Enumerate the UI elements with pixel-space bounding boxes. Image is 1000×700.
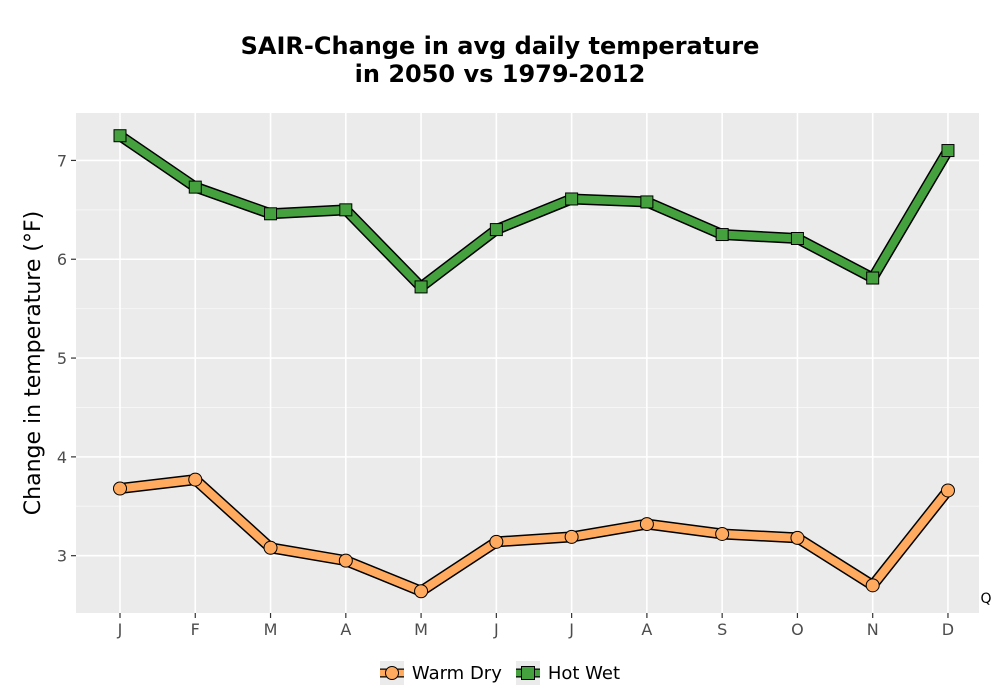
y-tick-label: 4 [57, 448, 67, 467]
x-tick-label: A [340, 620, 351, 639]
data-point-warm-dry [865, 578, 880, 593]
data-point-hot-wet [790, 231, 804, 245]
data-point-warm-dry [940, 483, 955, 498]
x-tick-label: S [717, 620, 727, 639]
series-line-hot-wet [116, 131, 952, 291]
y-tick-label: 7 [57, 151, 67, 170]
y-tick-label: 3 [57, 547, 67, 566]
data-point-hot-wet [715, 228, 729, 242]
y-tick-label: 5 [57, 349, 67, 368]
data-point-warm-dry [489, 534, 504, 549]
y-axis-title: Change in temperature (°F) [21, 211, 46, 515]
chart-title-line-2: in 2050 vs 1979-2012 [354, 60, 646, 88]
series-line-warm-dry [116, 475, 952, 596]
data-point-warm-dry [639, 517, 654, 532]
data-point-warm-dry [113, 481, 127, 496]
legend: Warm Dry Hot Wet [0, 660, 1000, 686]
legend-key-hot-wet [515, 661, 540, 685]
square-marker-icon [515, 666, 540, 680]
data-point-hot-wet [640, 195, 654, 209]
series-hot-wet [113, 129, 955, 294]
legend-label-hot-wet: Hot Wet [547, 662, 621, 684]
data-point-warm-dry [338, 553, 353, 568]
legend-label-warm-dry: Warm Dry [411, 662, 502, 684]
data-point-hot-wet [188, 180, 202, 194]
legend-entry-hot-wet: Hot Wet [515, 661, 621, 685]
data-point-warm-dry [188, 472, 203, 487]
data-point-warm-dry [790, 530, 805, 545]
x-tick-label: A [641, 620, 652, 639]
data-point-warm-dry [564, 529, 579, 544]
x-tick-label: F [191, 620, 200, 639]
x-tick-label: J [117, 620, 123, 639]
x-tick-label: M [414, 620, 428, 639]
data-point-hot-wet [489, 223, 503, 237]
data-point-hot-wet [339, 203, 353, 217]
y-tick-label: 6 [57, 250, 67, 269]
x-tick-label: N [867, 620, 879, 639]
circle-marker-icon [379, 666, 404, 680]
data-point-hot-wet [113, 129, 127, 143]
data-point-hot-wet [414, 280, 428, 294]
chart-title: SAIR-Change in avg daily temperature in … [0, 32, 1000, 88]
x-tick-label: D [942, 620, 954, 639]
series-warm-dry [113, 472, 955, 599]
corner-label: Q [980, 591, 991, 607]
data-point-hot-wet [866, 271, 880, 285]
legend-entry-warm-dry: Warm Dry [379, 661, 502, 685]
data-point-hot-wet [941, 144, 955, 158]
data-point-hot-wet [565, 192, 579, 206]
x-tick-label: J [568, 620, 574, 639]
series-layer [113, 129, 955, 599]
x-tick-label: M [264, 620, 278, 639]
axes: 3 4 5 6 7 J F M A M J J A S O N D [57, 151, 954, 639]
chart-title-line-1: SAIR-Change in avg daily temperature [240, 32, 760, 60]
x-tick-label: O [791, 620, 804, 639]
data-point-warm-dry [263, 540, 278, 555]
x-tick-label: J [493, 620, 499, 639]
legend-key-warm-dry [379, 661, 404, 685]
data-point-warm-dry [715, 526, 730, 541]
data-point-warm-dry [414, 584, 429, 599]
data-point-hot-wet [264, 207, 278, 221]
